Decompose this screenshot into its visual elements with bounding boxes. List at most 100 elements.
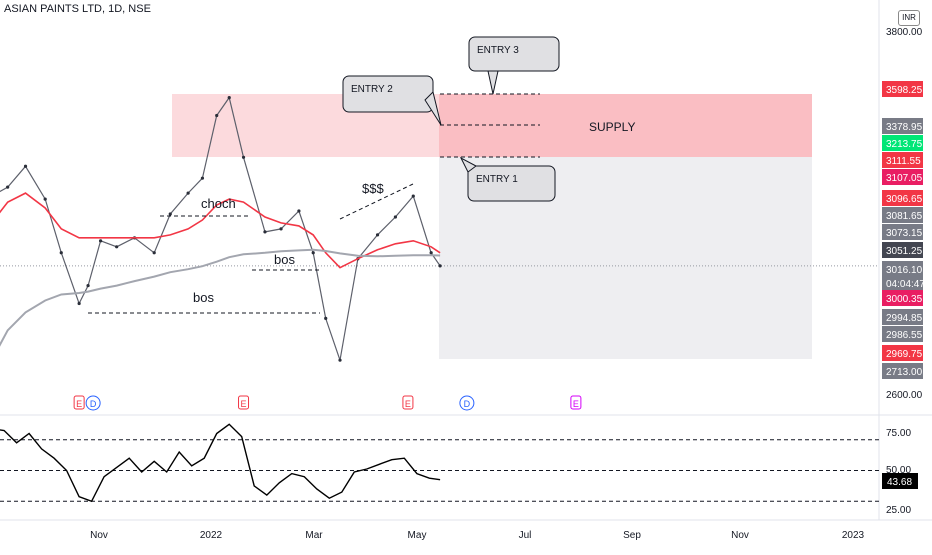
event-dividend-icon: [85, 395, 101, 411]
choch-label: choch: [201, 196, 236, 211]
price-point: [338, 358, 342, 362]
event-marker-label: E: [241, 399, 247, 409]
oscillator-axis-tick: 75.00: [886, 428, 911, 439]
price-label-bg: [882, 135, 923, 151]
entry-2-callout: ENTRY 2: [342, 75, 442, 126]
bos-upper-label: bos: [274, 252, 295, 267]
price-point: [311, 251, 315, 255]
entry-2-callout-label: ENTRY 2: [351, 84, 393, 95]
price-label-bg: [882, 190, 923, 206]
oscillator-axis-tick: 50.00: [886, 465, 911, 476]
time-axis-tick: 2022: [200, 530, 223, 541]
entry-2-callout-pointer: [424, 91, 442, 126]
bos-lower-label: bos: [193, 290, 214, 305]
price-label-bg: [882, 363, 923, 379]
price-point: [200, 176, 205, 180]
price-label: 3378.95: [886, 122, 923, 133]
price-point: [168, 212, 172, 216]
entry-3-callout-label: ENTRY 3: [477, 45, 519, 56]
price-label: 3213.75: [886, 139, 923, 150]
price-point: [43, 197, 47, 201]
price-label: 04:04:47: [886, 279, 925, 290]
time-axis-tick: Nov: [90, 530, 108, 541]
price-label-bg: [882, 207, 923, 223]
price-label: 3598.25: [886, 85, 923, 96]
price-label-bg: [882, 81, 923, 97]
price-point: [86, 283, 90, 288]
price-label-bg: [882, 261, 923, 277]
price-point: [297, 209, 301, 213]
price-point: [324, 316, 328, 320]
time-axis-tick: Nov: [731, 530, 749, 541]
price-point: [393, 215, 398, 219]
price-label-bg: [882, 275, 923, 291]
time-axis-tick: May: [408, 530, 427, 541]
price-point: [429, 251, 433, 255]
price-label-bg: [882, 309, 923, 325]
oscillator-value: 43.68: [887, 477, 912, 488]
price-point: [215, 113, 219, 118]
price-label: 3051.25: [886, 246, 923, 257]
price-label: 3111.55: [886, 156, 921, 167]
entry-3-callout: ENTRY 3: [468, 36, 560, 95]
price-point: [279, 227, 283, 231]
supply-zone-active: [439, 94, 812, 157]
price-point: [438, 264, 442, 268]
entry-3-callout-box: [468, 36, 560, 72]
price-point: [411, 194, 415, 198]
price-label-bg: [882, 345, 923, 361]
price-point: [227, 96, 231, 100]
event-marker-label: E: [405, 399, 411, 409]
price-label-bg: [882, 224, 923, 240]
event-marker-label: E: [573, 399, 579, 409]
oscillator-value-bg: [882, 473, 918, 489]
price-label: 3016.10: [886, 265, 923, 276]
time-axis-tick: Sep: [623, 530, 641, 541]
price-label: 2713.00: [886, 367, 923, 378]
event-marker-label: E: [76, 399, 82, 409]
price-label: 3107.05: [886, 173, 923, 184]
price-label: 3000.35: [886, 294, 923, 305]
price-point: [77, 301, 81, 306]
price-label-bg: [882, 290, 923, 306]
price-point: [98, 239, 103, 243]
price-axis-tick: 2600.00: [886, 390, 923, 401]
price-point: [186, 191, 190, 195]
oscillator-axis-tick: 25.00: [886, 505, 911, 516]
price-point: [152, 251, 156, 255]
time-axis-tick: 2023: [842, 530, 865, 541]
price-label-bg: [882, 169, 923, 185]
supply-label: SUPPLY: [589, 120, 635, 134]
event-earnings-icon: [73, 395, 85, 410]
price-label: 3096.65: [886, 194, 923, 205]
oscillator-line: [0, 423, 441, 503]
price-label-bg: [882, 326, 923, 342]
event-earnings-icon: [570, 395, 582, 410]
currency-badge[interactable]: INR: [898, 10, 920, 26]
entry-1-callout-box: [467, 165, 556, 202]
price-label-bg: [882, 242, 923, 258]
series-moving-average-grey: [0, 248, 441, 347]
price-point: [375, 233, 380, 237]
price-point: [241, 155, 246, 159]
price-axis-tick: 3800.00: [886, 27, 923, 38]
event-marker-label: D: [90, 399, 97, 409]
time-axis-tick: Jul: [519, 530, 532, 541]
entry-3-callout-pointer: [487, 70, 499, 95]
event-earnings-icon: [238, 395, 250, 410]
event-marker-label: D: [464, 399, 471, 409]
price-label: 2994.85: [886, 313, 923, 324]
price-label: 3081.65: [886, 211, 923, 222]
liquidity-label: $$$: [362, 181, 384, 196]
price-point: [263, 230, 267, 234]
price-point: [115, 245, 119, 249]
time-axis-tick: Mar: [305, 530, 323, 541]
entry-1-callout: ENTRY 1: [459, 156, 556, 202]
price-label-bg: [882, 152, 923, 168]
price-point: [23, 164, 28, 168]
entry-1-callout-pointer: [459, 156, 477, 173]
price-label-bg: [882, 118, 923, 134]
price-point: [6, 185, 10, 189]
price-label: 3073.15: [886, 228, 923, 239]
